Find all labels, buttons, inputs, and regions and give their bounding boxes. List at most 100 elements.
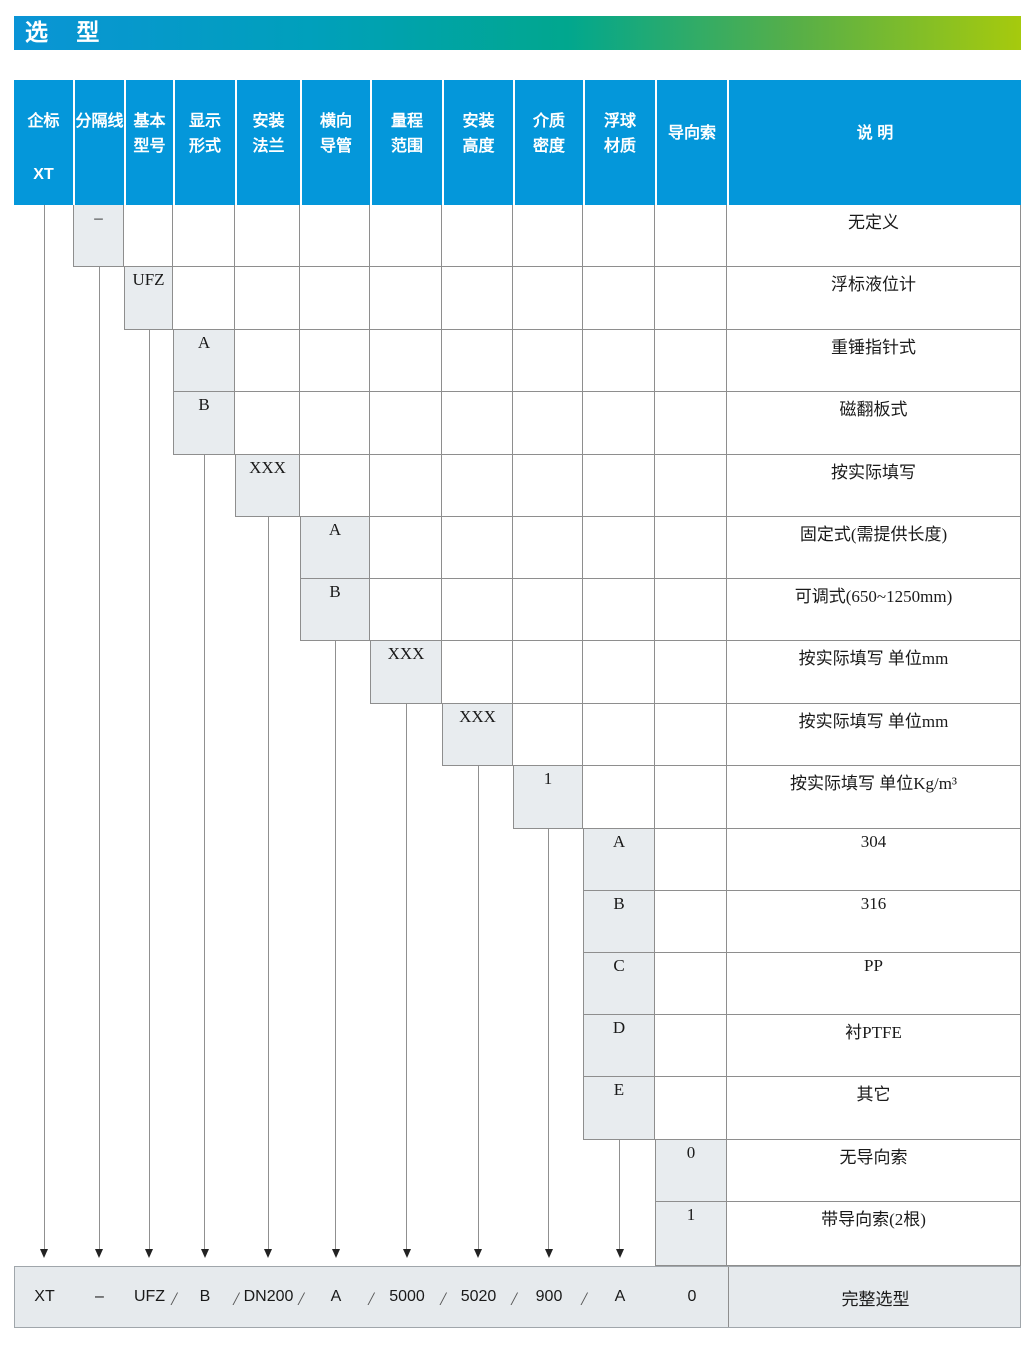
- column-header-12: 说 明: [727, 80, 1021, 205]
- option-description-cell: 衬PTFE: [727, 1015, 1021, 1076]
- option-description-cell: 按实际填写 单位mm: [727, 704, 1021, 765]
- grid-cell: [370, 455, 442, 516]
- column-header-label: 安装 法兰: [252, 113, 285, 155]
- option-code-cell: –: [73, 205, 124, 266]
- grid-cell: [300, 330, 370, 391]
- grid-cell: [655, 1077, 727, 1139]
- summary-value-cell: –: [95, 1288, 104, 1305]
- separator-slash: /: [233, 1289, 239, 1310]
- table-header: 企标 XT 分隔线 基本 型号 显示 形式 安装 法兰 横向 导管 量程 范围 安装 高度 介质 密度 浮球 材质 导…: [14, 80, 1021, 205]
- option-code-cell: 1: [655, 1202, 727, 1265]
- option-code-cell: XXX: [442, 704, 513, 765]
- grid-cell: [442, 267, 513, 329]
- grid-cell: [583, 766, 655, 828]
- grid-cell: [583, 267, 655, 329]
- grid-cell: [513, 579, 583, 640]
- grid-cell: [235, 267, 300, 329]
- option-row: UFZ 浮标液位计: [124, 267, 1021, 330]
- grid-cell: [655, 205, 727, 266]
- option-row: B 316: [583, 891, 1021, 953]
- separator-slash: /: [171, 1289, 177, 1310]
- flow-arrow-stem: [204, 455, 205, 1249]
- grid-cell: [300, 267, 370, 329]
- flow-arrow-stem: [477, 766, 479, 1249]
- separator-slash: /: [368, 1289, 374, 1310]
- grid-cell: [300, 205, 370, 266]
- option-description-cell: PP: [727, 953, 1021, 1014]
- separator-slash: /: [440, 1289, 446, 1310]
- grid-cell: [513, 267, 583, 329]
- column-header-11: 导向索: [655, 80, 727, 205]
- summary-value-cell: 5020: [460, 1288, 497, 1305]
- column-header-6: 横向 导管: [300, 80, 370, 205]
- grid-cell: [300, 392, 370, 454]
- column-header-3: 基本 型号: [124, 80, 173, 205]
- option-row: A 重锤指针式: [173, 330, 1021, 392]
- grid-cell: [655, 766, 727, 828]
- option-code-cell: 0: [655, 1140, 727, 1201]
- summary-value-cell: A: [330, 1288, 342, 1305]
- option-description-cell: 磁翻板式: [727, 392, 1021, 454]
- option-description-cell: 带导向索(2根): [727, 1202, 1021, 1265]
- arrow-down-icon: [264, 1249, 272, 1258]
- grid-cell: [655, 891, 727, 952]
- column-header-label: 浮球 材质: [603, 113, 636, 155]
- grid-cell: [513, 205, 583, 266]
- grid-cell: [370, 392, 442, 454]
- option-code-cell: B: [583, 891, 655, 952]
- option-description-cell: 按实际填写 单位Kg/m³: [727, 766, 1021, 828]
- grid-cell: [655, 641, 727, 703]
- arrow-down-icon: [145, 1249, 153, 1258]
- grid-cell: [583, 641, 655, 703]
- option-code-cell: 1: [513, 766, 583, 828]
- option-row: C PP: [583, 953, 1021, 1015]
- grid-cell: [655, 330, 727, 391]
- grid-cell: [300, 455, 370, 516]
- arrow-down-icon: [544, 1249, 553, 1258]
- column-header-label: 分隔线: [75, 113, 124, 130]
- arrow-down-icon: [200, 1249, 209, 1258]
- summary-value-cell: XT: [34, 1288, 55, 1305]
- flow-arrow-stem: [548, 829, 549, 1249]
- grid-cell: [173, 267, 235, 329]
- summary-value-cell: DN200: [243, 1288, 294, 1305]
- grid-cell: [583, 517, 655, 578]
- column-header-label: 横向 导管: [319, 113, 352, 155]
- summary-value-cell: 900: [535, 1288, 563, 1305]
- grid-cell: [235, 330, 300, 391]
- option-row: E 其它: [583, 1077, 1021, 1140]
- column-header-9: 介质 密度: [513, 80, 583, 205]
- summary-value-cell: B: [199, 1288, 211, 1305]
- option-row: A 304: [583, 829, 1021, 891]
- column-header-4: 显示 形式: [173, 80, 235, 205]
- arrow-down-icon: [40, 1249, 48, 1258]
- option-code-cell: UFZ: [124, 267, 173, 329]
- option-code-cell: A: [583, 829, 655, 890]
- option-description-cell: 304: [727, 829, 1021, 890]
- grid-cell: [442, 641, 513, 703]
- option-description-cell: 按实际填写 单位mm: [727, 641, 1021, 703]
- flow-arrow-stem: [619, 1140, 620, 1249]
- option-code-cell: A: [173, 330, 235, 391]
- option-description-cell: 无定义: [727, 205, 1021, 266]
- option-description-cell: 浮标液位计: [727, 267, 1021, 329]
- column-header-1: 企标 XT: [14, 80, 73, 205]
- column-header-label: 量程 范围: [390, 113, 423, 155]
- page-title: 选 型: [25, 19, 111, 45]
- grid-cell: [655, 267, 727, 329]
- option-row: 1 按实际填写 单位Kg/m³: [513, 766, 1021, 829]
- grid-cell: [655, 392, 727, 454]
- grid-cell: [442, 579, 513, 640]
- grid-cell: [513, 517, 583, 578]
- grid-cell: [655, 1015, 727, 1076]
- option-row: B 可调式(650~1250mm): [300, 579, 1021, 641]
- grid-cell: [583, 392, 655, 454]
- grid-cell: [370, 517, 442, 578]
- column-header-label: 基本 型号: [133, 113, 166, 155]
- grid-cell: [655, 455, 727, 516]
- grid-cell: [583, 330, 655, 391]
- grid-cell: [655, 829, 727, 890]
- option-description-cell: 316: [727, 891, 1021, 952]
- option-code-cell: XXX: [235, 455, 300, 516]
